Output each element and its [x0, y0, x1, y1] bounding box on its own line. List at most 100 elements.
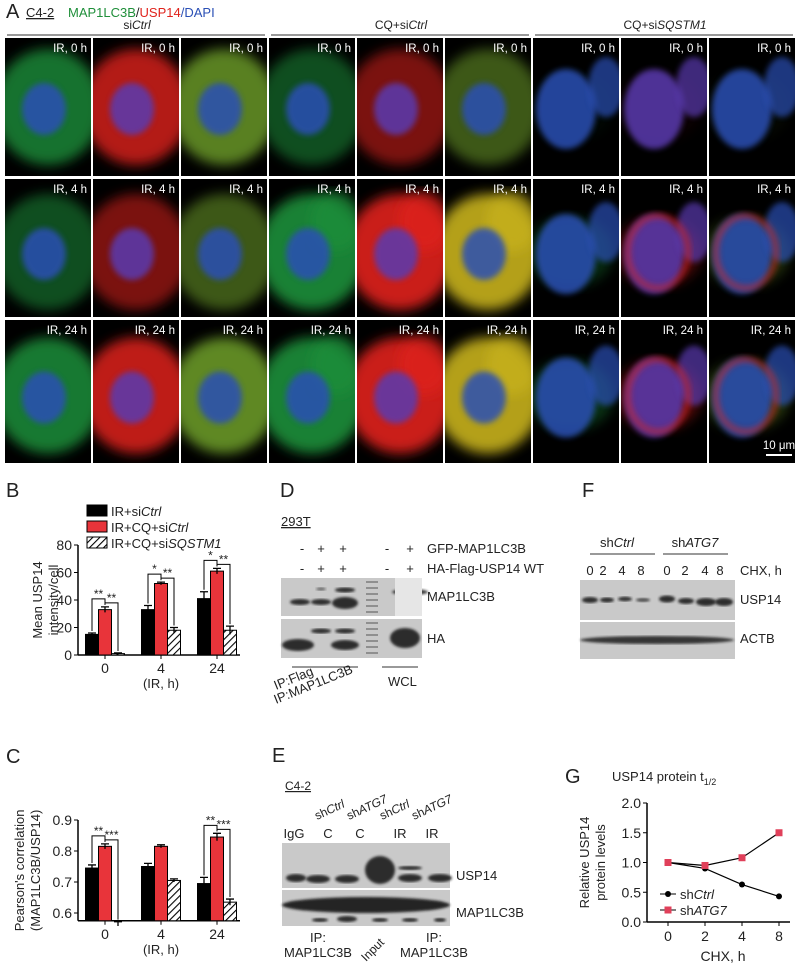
significance-bracket: [203, 824, 218, 876]
text-part: IR+CQ+si: [111, 536, 168, 551]
blot-blank: [395, 578, 422, 616]
data-point: [739, 881, 745, 888]
text-part: sh: [672, 535, 686, 550]
group-header-2: CQ+siSQSTM1: [623, 18, 706, 32]
significance-bracket: [104, 839, 119, 920]
d-sign-row2: +: [406, 561, 414, 576]
blot-band: [715, 598, 733, 606]
micrograph-panel: IR, 0 h: [357, 38, 443, 176]
series-line: [667, 832, 780, 867]
timepoint-label: IR, 24 h: [399, 325, 439, 337]
blot-band: [335, 875, 359, 883]
timepoint-label: IR, 0 h: [581, 43, 615, 55]
blot-band: [311, 599, 331, 605]
e-lane-label: IgG: [284, 826, 305, 841]
nucleus-dapi: [588, 202, 619, 262]
error-bar: [213, 832, 221, 841]
text-italic-part: SQSTM1: [657, 18, 706, 32]
panel-label-b: B: [6, 480, 19, 502]
f-group-header: shATG7: [672, 535, 719, 550]
text-italic-part: Ctrl: [409, 18, 428, 32]
micrograph-panel: IR, 0 h: [93, 38, 179, 176]
timepoint-label: IR, 0 h: [317, 43, 351, 55]
legend-label: shCtrl: [680, 887, 715, 902]
blot-band: [659, 595, 675, 603]
nucleus-dapi: [374, 371, 418, 424]
error-bar: [170, 878, 178, 882]
micrograph-panel: IR, 24 h: [181, 320, 267, 463]
y-tick-label: 20: [56, 620, 72, 636]
x-tick-label: 0: [101, 926, 109, 942]
micrograph-panel: IR, 0 h: [709, 38, 795, 176]
e-western-blots: [282, 843, 452, 926]
timepoint-label: IR, 4 h: [229, 184, 263, 196]
timepoint-label: IR, 24 h: [223, 325, 263, 337]
blot-band: [282, 639, 314, 651]
d-sign-row2: -: [300, 561, 304, 576]
timepoint-label: IR, 24 h: [575, 325, 615, 337]
e-lane-header: shATG7: [409, 791, 455, 822]
text-italic-part: Ctrl: [141, 504, 162, 519]
x-tick-label: 24: [209, 660, 225, 676]
timepoint-label: IR, 24 h: [663, 325, 703, 337]
y-tick-label: 0.6: [53, 905, 73, 921]
micrograph-panel: IR, 0 h: [621, 38, 707, 176]
significance-label: **: [107, 591, 117, 605]
legend-label: IR+CQ+siCtrl: [111, 520, 189, 535]
d-blot-ha: [281, 619, 422, 658]
y-tick-label: 80: [56, 537, 72, 553]
bar: [167, 879, 181, 922]
blot-band: [618, 596, 632, 602]
y-axis-label: (MAP1LC3B/USP14): [28, 810, 43, 931]
blot-band: [311, 628, 331, 634]
f-time: 2: [599, 563, 606, 578]
y-tick-label: 0.0: [622, 914, 642, 930]
x-axis-label: (IR, h): [143, 676, 179, 691]
nucleus-dapi: [22, 83, 66, 135]
legend-swatch: [86, 504, 108, 517]
blot-band: [398, 874, 422, 882]
bar: [85, 867, 99, 922]
stain-lc3: MAP1LC3B: [68, 5, 136, 20]
blot-band: [428, 874, 452, 882]
f-blot-label-1: USP14: [740, 592, 781, 607]
error-bar: [226, 625, 234, 635]
text-italic-part: Ctrl: [168, 520, 189, 535]
x-tick-label: 0: [664, 928, 672, 944]
blot-band: [696, 598, 716, 606]
bar: [85, 633, 99, 656]
micrograph-panel: IR, 0 h: [533, 38, 619, 176]
timepoint-label: IR, 4 h: [493, 184, 527, 196]
bar: [141, 609, 155, 656]
f-blot-actb: [580, 622, 735, 659]
e-ip-right-2: MAP1LC3B: [400, 945, 468, 960]
e-cell-line: C4-2: [285, 779, 311, 793]
text-italic-part: ATG7: [684, 535, 719, 550]
nucleus-dapi: [624, 69, 684, 149]
nucleus-dapi: [712, 69, 772, 149]
timepoint-label: IR, 0 h: [229, 43, 263, 55]
blot-band: [582, 597, 598, 603]
micrograph-panel: IR, 4 h: [357, 179, 443, 317]
legend-label: IR+CQ+siSQSTM1: [111, 536, 222, 551]
text-part: CQ+si: [375, 18, 409, 32]
f-blot-label-2: ACTB: [740, 631, 775, 646]
legend-swatch: [86, 520, 108, 533]
timepoint-label: IR, 24 h: [47, 325, 87, 337]
timepoint-label: IR, 4 h: [317, 184, 351, 196]
y-tick-label: 0: [64, 647, 72, 663]
micrograph-panel: IR, 24 h: [533, 320, 619, 463]
blot-band: [390, 628, 420, 648]
blot-band: [678, 598, 694, 604]
e-blot-usp14: [282, 843, 452, 888]
d-sign-row1: +: [406, 541, 414, 556]
timepoint-label: IR, 24 h: [135, 325, 175, 337]
nucleus-dapi: [712, 214, 772, 294]
significance-label: ***: [104, 828, 118, 842]
data-point: [738, 854, 746, 862]
blot-band: [434, 918, 446, 922]
blot-band: [365, 856, 395, 884]
micrograph-panel: IR, 4 h: [269, 179, 355, 317]
blot-band: [372, 918, 388, 922]
